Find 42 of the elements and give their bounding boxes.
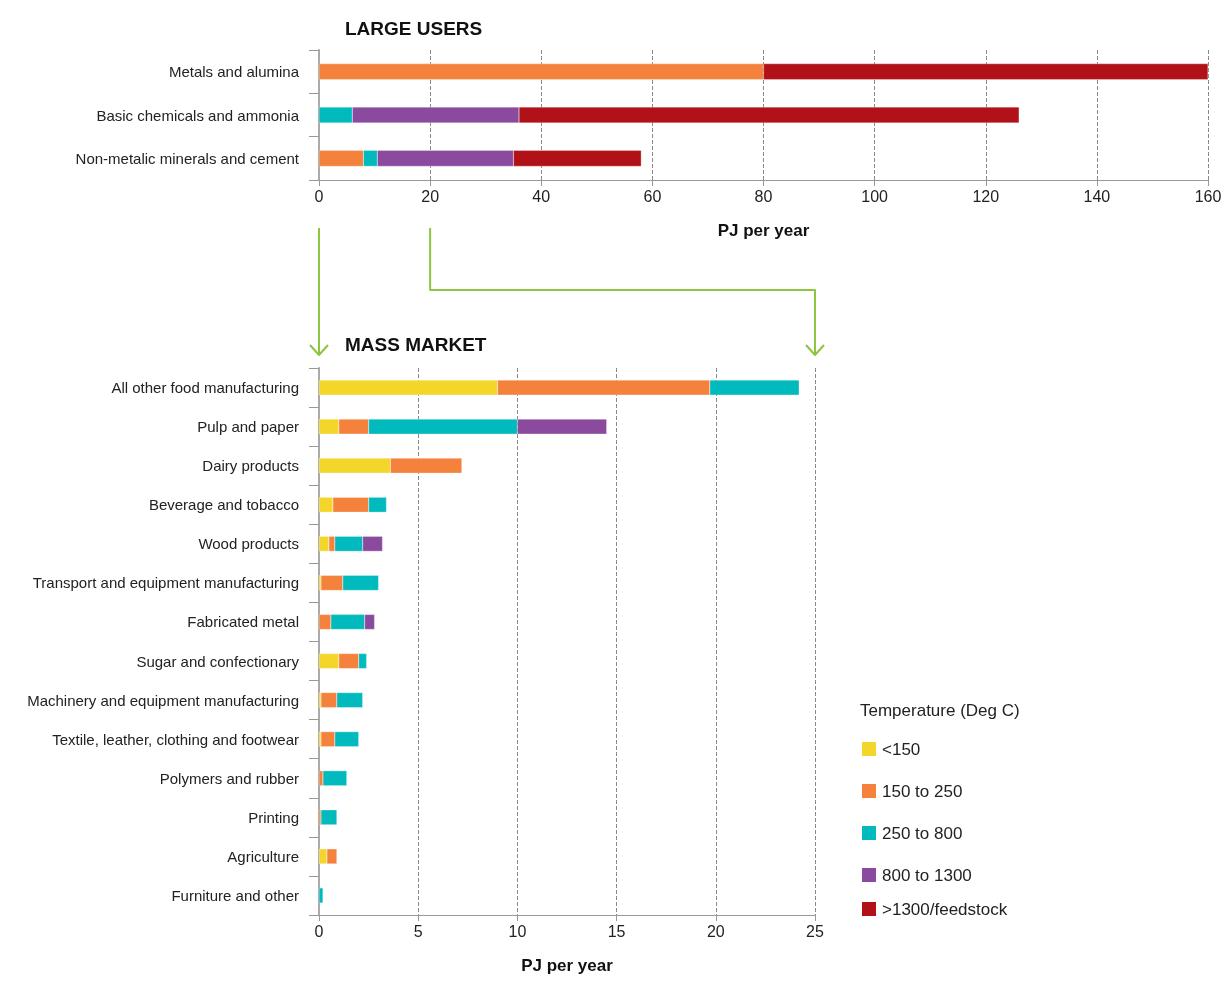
- y-tick-label: Textile, leather, clothing and footwear: [52, 730, 299, 748]
- y-tick-label: Agriculture: [227, 847, 299, 865]
- x-tick-label: 80: [754, 187, 773, 205]
- y-tick-label: Machinery and equipment manufacturing: [27, 691, 299, 709]
- legend-label: 800 to 1300: [882, 865, 972, 885]
- y-tick-label: Pulp and paper: [197, 418, 299, 436]
- chart-title: LARGE USERS: [345, 18, 483, 39]
- chart-title: MASS MARKET: [345, 334, 487, 355]
- legend-label: <150: [882, 739, 921, 759]
- x-axis-title: PJ per year: [521, 956, 614, 975]
- x-tick-label: 60: [643, 187, 662, 205]
- y-tick-label: Furniture and other: [171, 886, 299, 904]
- y-tick-label: Sugar and confectionary: [136, 652, 300, 670]
- x-tick-label: 0: [314, 187, 324, 205]
- y-tick-label: Non-metalic minerals and cement: [75, 149, 300, 167]
- x-tick-label: 140: [1083, 187, 1111, 205]
- y-tick-label: Basic chemicals and ammonia: [96, 106, 300, 124]
- y-tick-label: Metals and alumina: [168, 63, 300, 81]
- x-tick-label: 15: [607, 922, 626, 940]
- x-tick-label: 10: [508, 922, 527, 940]
- x-tick-label: 120: [972, 187, 1000, 205]
- y-tick-label: Fabricated metal: [187, 613, 299, 631]
- y-tick-label: Transport and equipment manufacturing: [32, 574, 299, 592]
- legend-title: Temperature (Deg C): [860, 701, 1020, 720]
- y-tick-label: Beverage and tobacco: [148, 496, 299, 514]
- legend-label: >1300/feedstock: [882, 899, 1008, 919]
- x-tick-label: 25: [806, 922, 824, 940]
- y-tick-label: Printing: [248, 808, 299, 826]
- x-tick-label: 20: [706, 922, 725, 940]
- y-tick-label: Polymers and rubber: [159, 769, 299, 787]
- y-tick-label: Wood products: [198, 535, 299, 553]
- x-tick-label: 100: [861, 187, 889, 205]
- x-tick-label: 5: [413, 922, 423, 940]
- x-tick-label: 40: [532, 187, 551, 205]
- y-tick-label: Dairy products: [202, 457, 299, 475]
- legend-label: 250 to 800: [882, 823, 963, 843]
- legend-label: 150 to 250: [882, 781, 963, 801]
- y-tick-label: All other food manufacturing: [111, 379, 299, 397]
- x-axis-title: PJ per year: [717, 221, 810, 240]
- x-tick-label: 20: [421, 187, 440, 205]
- x-tick-label: 0: [314, 922, 324, 940]
- x-tick-label: 160: [1194, 187, 1222, 205]
